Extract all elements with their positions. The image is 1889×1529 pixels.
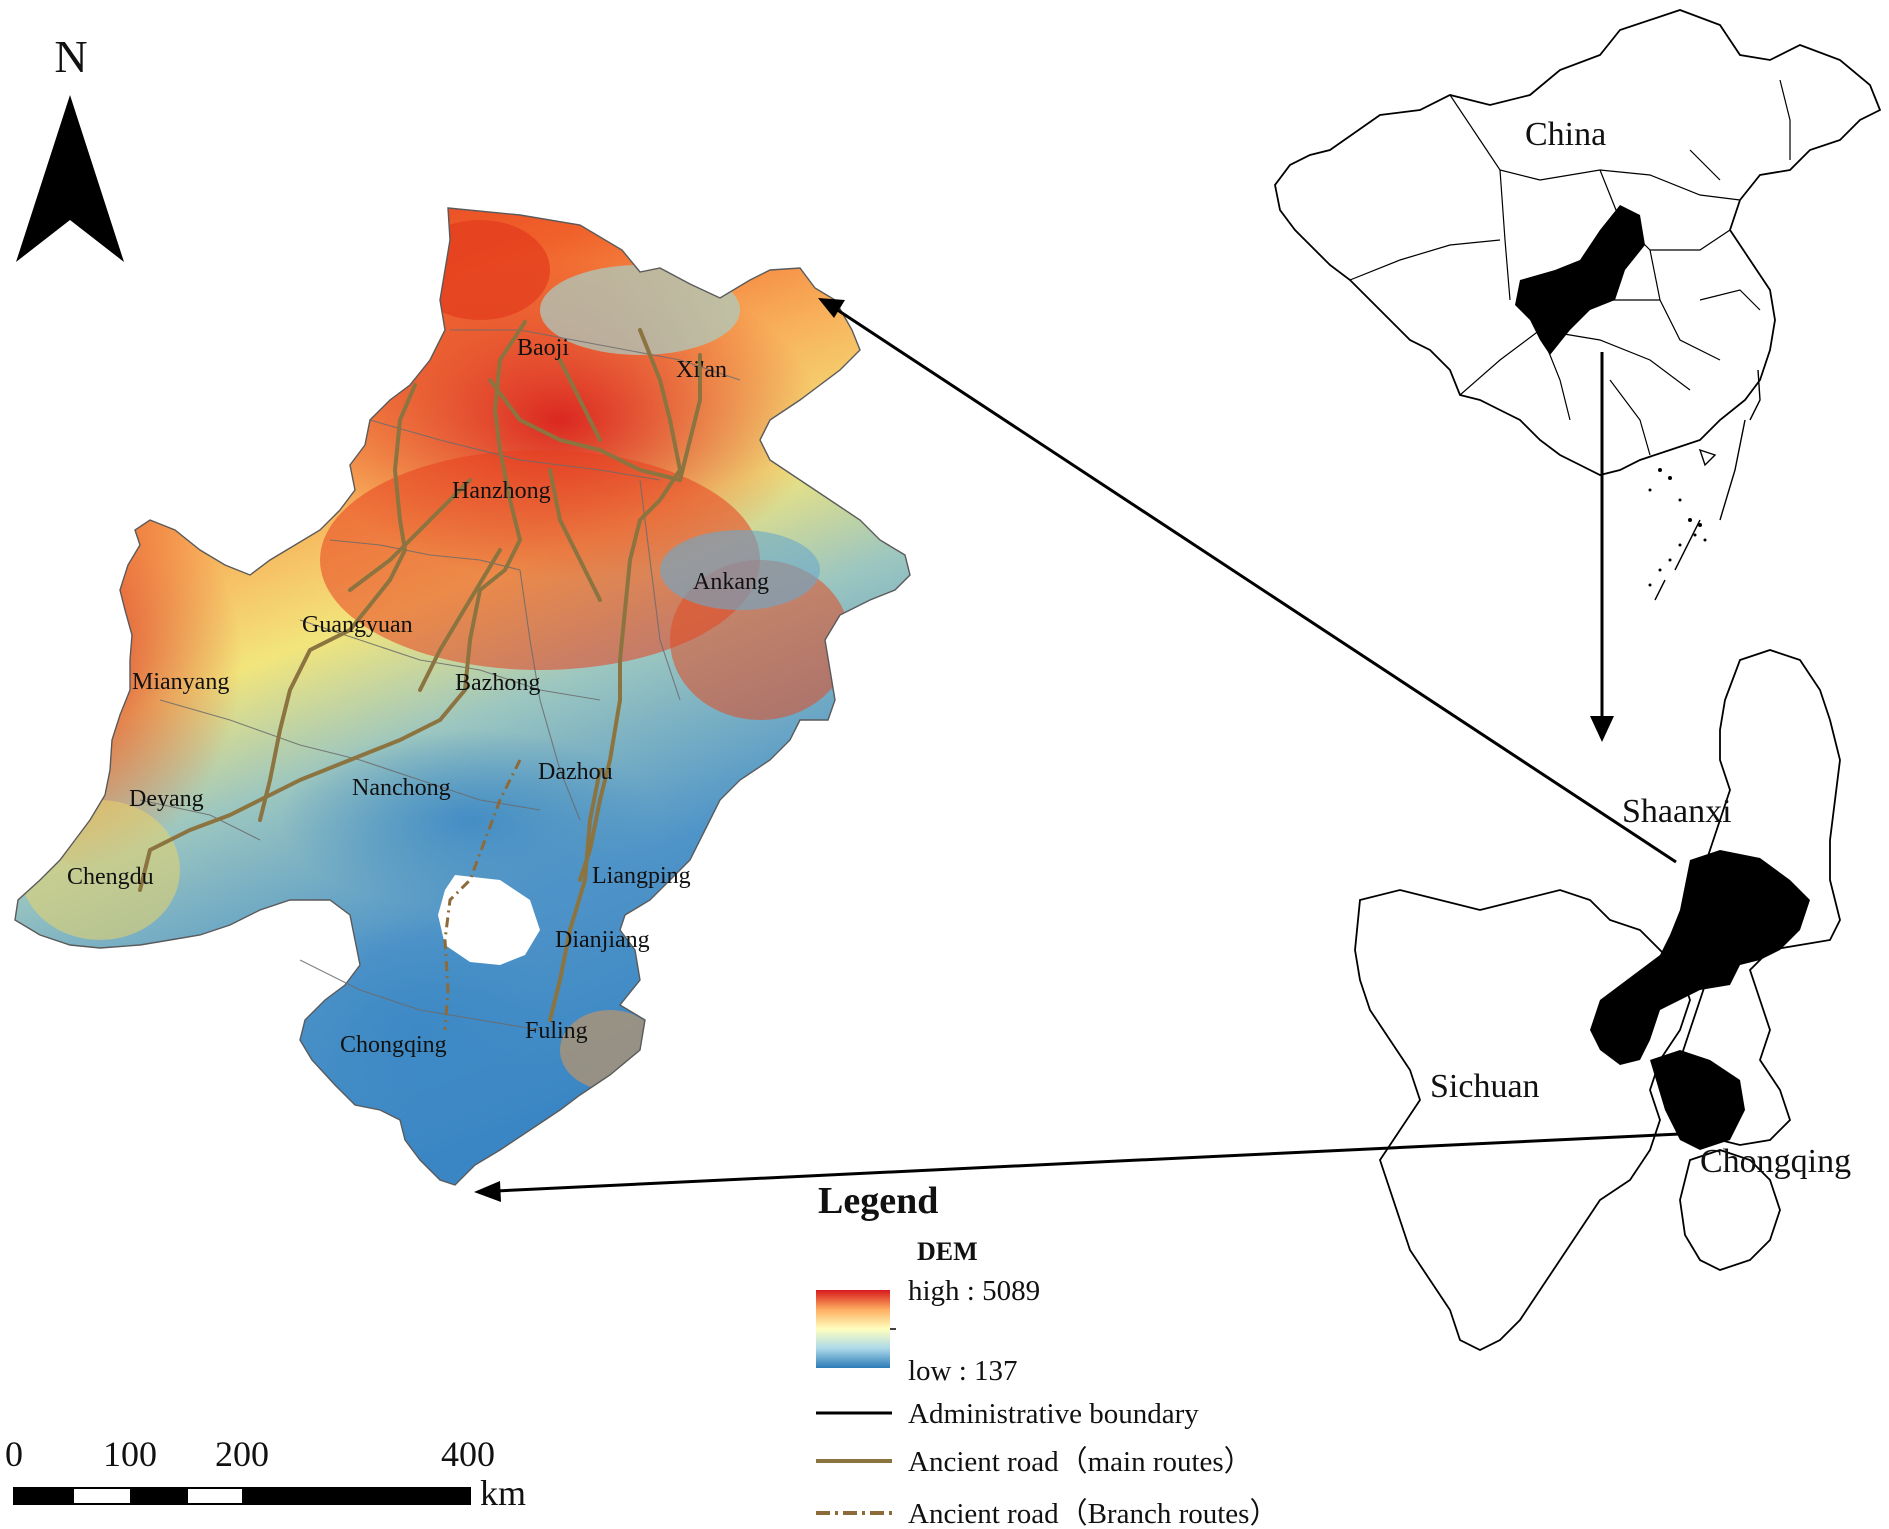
china-inset-map: China — [1274, 9, 1882, 601]
shaanxi-label: Shaanxi — [1622, 793, 1732, 830]
city-label: Nanchong — [352, 775, 451, 801]
dem-low-label: low : 137 — [908, 1355, 1018, 1387]
highlighted-study-area — [1590, 850, 1810, 1065]
scale-tick-label: 400 — [441, 1434, 495, 1474]
highlighted-region — [1515, 205, 1645, 355]
north-arrow-icon — [16, 95, 124, 262]
highlighted-study-area-south — [1650, 1050, 1745, 1150]
city-label: Liangping — [592, 863, 691, 889]
scale-tick-label: 100 — [103, 1434, 157, 1474]
ancient-road-branch — [443, 759, 522, 1031]
city-label: Dazhou — [538, 759, 613, 785]
scale-tick-label: 200 — [215, 1434, 269, 1474]
chongqing-label: Chongqing — [1700, 1143, 1851, 1180]
study-area-map: Baoji Xi'an Hanzhong Ankang Guangyuan Mi… — [14, 207, 911, 1186]
arrow-down-icon — [1590, 716, 1614, 742]
legend: Legend DEM high : 5089 low : 137 Adminis… — [816, 1180, 1278, 1529]
legend-item-main-routes: Ancient road（main routes） — [908, 1446, 1253, 1478]
north-label: N — [54, 31, 87, 82]
sichuan-outline — [1354, 889, 1691, 1352]
city-label: Deyang — [129, 786, 204, 812]
legend-item-branch-routes: Ancient road（Branch routes） — [908, 1498, 1278, 1529]
city-label: Bazhong — [455, 670, 540, 696]
scale-unit: km — [480, 1473, 526, 1513]
dem-high-label: high : 5089 — [908, 1275, 1040, 1307]
arrow-up-left-icon — [818, 298, 845, 318]
pointer-arrows — [474, 298, 1681, 1202]
north-arrow: N — [16, 31, 124, 262]
scale-tick-label: 0 — [5, 1434, 23, 1474]
dem-color-ramp — [816, 1290, 890, 1368]
scale-bar: 0 100 200 400 km — [5, 1434, 526, 1513]
map-gap — [438, 875, 540, 965]
legend-title: Legend — [818, 1180, 938, 1222]
sichuan-label: Sichuan — [1430, 1068, 1540, 1105]
city-label: Dianjiang — [555, 927, 650, 953]
legend-item-admin: Administrative boundary — [908, 1398, 1199, 1430]
admin-boundaries — [139, 329, 741, 1031]
city-label: Mianyang — [132, 669, 229, 695]
city-label: Chengdu — [67, 864, 154, 890]
city-label: Baoji — [517, 335, 569, 361]
province-inset-map: Shaanxi Sichuan Chongqing — [1354, 649, 1851, 1352]
city-label: Xi'an — [676, 357, 727, 383]
arrow-left-icon — [474, 1181, 501, 1202]
city-label: Chongqing — [340, 1032, 447, 1058]
city-label: Hanzhong — [452, 478, 551, 504]
ancient-road-main — [138, 320, 702, 1022]
chongqing-outline — [1679, 1149, 1781, 1271]
legend-dem-title: DEM — [917, 1237, 978, 1266]
china-label: China — [1525, 116, 1606, 153]
city-label: Ankang — [693, 569, 769, 595]
city-labels: Baoji Xi'an Hanzhong Ankang Guangyuan Mi… — [67, 335, 769, 1058]
city-label: Fuling — [525, 1018, 588, 1044]
city-label: Guangyuan — [302, 612, 413, 638]
